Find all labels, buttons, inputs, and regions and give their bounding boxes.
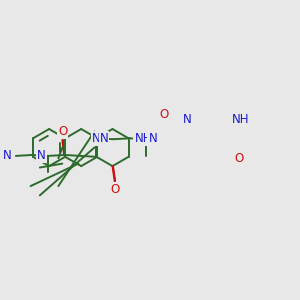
Text: N: N [148,132,157,145]
Text: N: N [3,149,11,162]
Text: NH: NH [232,113,250,126]
Text: NH: NH [134,132,152,145]
Text: O: O [110,183,120,196]
Text: N: N [37,149,46,162]
Text: O: O [159,108,169,122]
Text: N: N [92,132,101,145]
Text: O: O [58,125,67,138]
Text: N: N [100,132,108,145]
Text: O: O [234,152,244,165]
Text: N: N [183,113,192,126]
